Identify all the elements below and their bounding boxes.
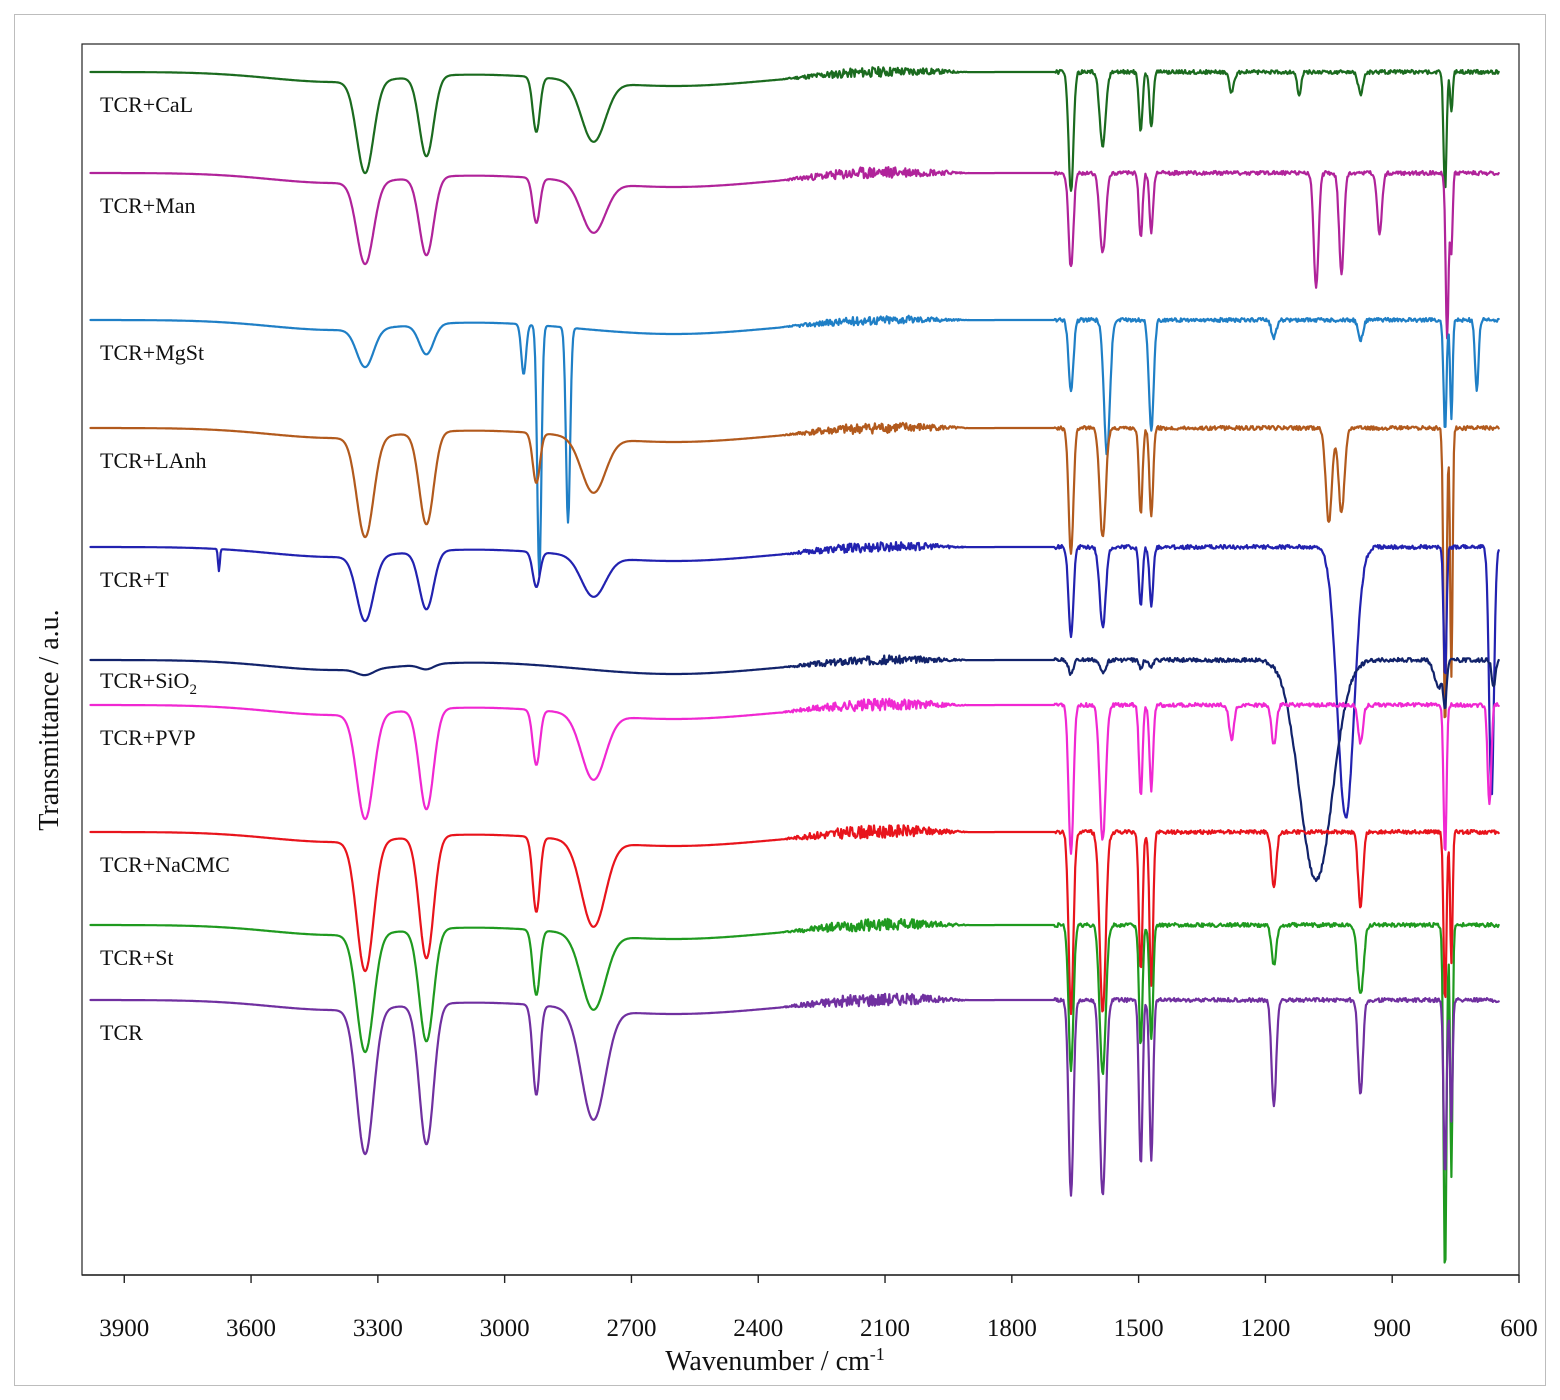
series-label-text: TCR+NaCMC bbox=[100, 852, 230, 877]
x-tick-label: 1200 bbox=[1240, 1315, 1290, 1342]
series-label: TCR+NaCMC bbox=[100, 852, 230, 877]
series-label-text: TCR+SiO bbox=[100, 668, 189, 693]
y-axis-title: Transmittance / a.u. bbox=[34, 609, 65, 830]
spectrum-line bbox=[89, 654, 1500, 883]
series-label-subscript: 2 bbox=[189, 682, 197, 698]
spectrum-line bbox=[89, 697, 1500, 855]
x-tick-label: 2700 bbox=[606, 1315, 656, 1342]
x-tick-label: 1500 bbox=[1114, 1315, 1164, 1342]
x-tick-label: 900 bbox=[1373, 1315, 1411, 1342]
x-tick-label: 2100 bbox=[860, 1315, 910, 1342]
spectrum-line bbox=[89, 992, 1500, 1197]
series-label: TCR+Man bbox=[100, 193, 196, 218]
x-axis-ticks: 3900 3600 3300 3000 2700 2400 2100 1800 1500 1200… bbox=[99, 1275, 1538, 1342]
x-axis-title: Wavenumber / cm-1 bbox=[665, 1344, 885, 1377]
series-label-group: TCR+CaL TCR+Man TCR+MgSt TCR+LAnh TCR+T TCR+S… bbox=[100, 92, 230, 1045]
series-label: TCR+St bbox=[100, 945, 174, 970]
series-label: TCR bbox=[100, 1020, 143, 1045]
spectrum-line bbox=[89, 314, 1500, 577]
spectra-group bbox=[89, 66, 1500, 1264]
series-label-text: TCR+St bbox=[100, 945, 174, 970]
series-label-text: TCR bbox=[100, 1020, 143, 1045]
series-label: TCR+MgSt bbox=[100, 340, 204, 365]
series-label: TCR+T bbox=[100, 567, 169, 592]
spectrum-line bbox=[89, 541, 1500, 819]
x-tick-label: 3300 bbox=[353, 1315, 403, 1342]
series-label-text: TCR+PVP bbox=[100, 725, 196, 750]
series-label-text: TCR+T bbox=[100, 567, 169, 592]
figure-border bbox=[14, 14, 1546, 1386]
x-tick-label: 3600 bbox=[226, 1315, 276, 1342]
spectrum-line bbox=[89, 421, 1500, 719]
x-tick-label: 600 bbox=[1500, 1315, 1538, 1342]
spectrum-line bbox=[89, 166, 1500, 340]
spectrum-line bbox=[89, 917, 1500, 1264]
spectrum-line bbox=[89, 66, 1500, 192]
series-label-text: TCR+LAnh bbox=[100, 448, 207, 473]
series-label: TCR+SiO2 bbox=[100, 668, 197, 698]
x-tick-label: 3900 bbox=[99, 1315, 149, 1342]
x-tick-label: 3000 bbox=[480, 1315, 530, 1342]
series-label-text: TCR+CaL bbox=[100, 92, 193, 117]
x-tick-label: 2400 bbox=[733, 1315, 783, 1342]
series-label: TCR+LAnh bbox=[100, 448, 207, 473]
series-label-text: TCR+Man bbox=[100, 193, 196, 218]
x-tick-label: 1800 bbox=[987, 1315, 1037, 1342]
series-label-text: TCR+MgSt bbox=[100, 340, 204, 365]
series-label: TCR+CaL bbox=[100, 92, 193, 117]
series-label: TCR+PVP bbox=[100, 725, 196, 750]
spectrum-line bbox=[89, 824, 1500, 1016]
x-axis-title-superscript: -1 bbox=[870, 1344, 885, 1364]
